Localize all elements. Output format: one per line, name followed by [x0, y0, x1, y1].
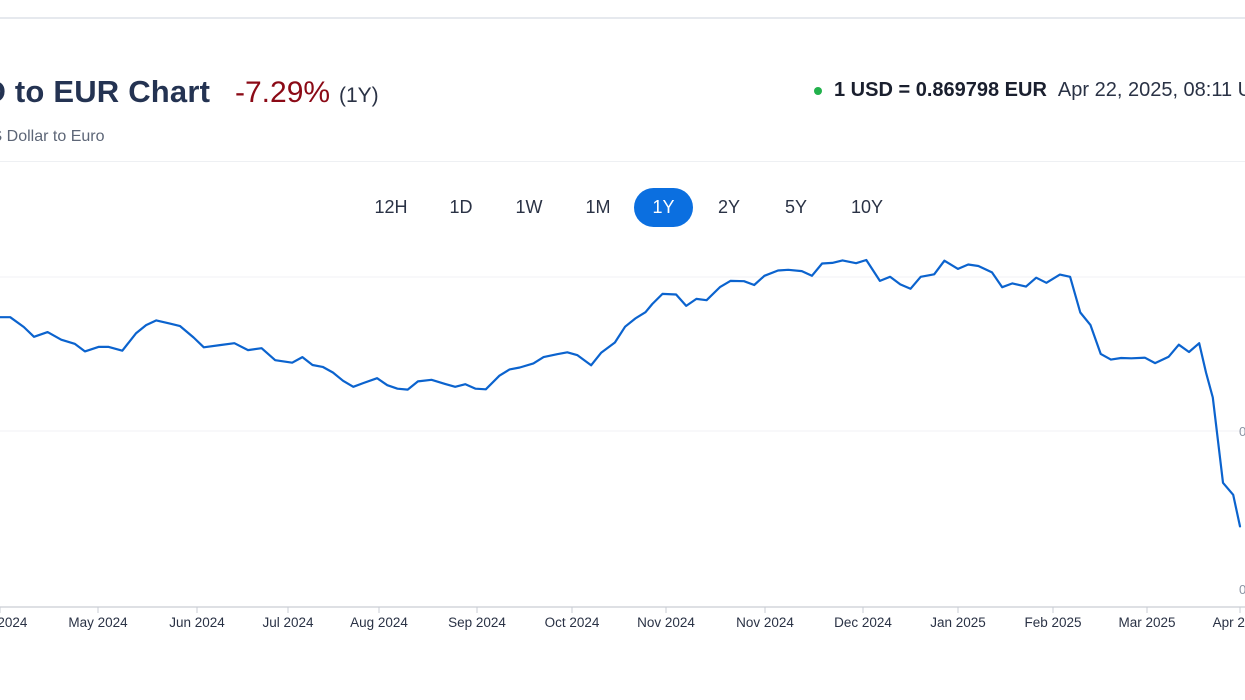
x-tick-label: Dec 2024: [834, 615, 892, 630]
live-status-dot: [814, 86, 822, 95]
rate-series-line: [0, 258, 1242, 528]
range-tab-10y[interactable]: 10Y: [850, 197, 884, 217]
x-tick-label: Mar 2025: [1118, 615, 1175, 630]
page-subtitle: US Dollar to Euro: [0, 128, 105, 145]
range-tab-1d[interactable]: 1D: [449, 197, 473, 217]
range-selector: 12H 1D 1W 1M 1Y 2Y 5Y 10Y: [0, 188, 1245, 228]
top-divider: [0, 17, 1245, 19]
x-axis-labels: Apr 2024 May 2024 Jun 2024 Jul 2024 Aug 2024…: [0, 615, 1245, 630]
header-divider: [0, 161, 1245, 162]
x-tick-label: Apr 2025: [1213, 615, 1245, 630]
x-tick-label: Nov 2024: [637, 615, 695, 630]
y-tick-label: 0.9: [1239, 424, 1245, 439]
range-tab-1w[interactable]: 1W: [515, 197, 543, 217]
x-tick-label: Aug 2024: [350, 615, 408, 630]
x-tick-label: Jun 2024: [169, 615, 225, 630]
x-tick-label: May 2024: [68, 615, 128, 630]
x-tick-label: Jul 2024: [262, 615, 314, 630]
y-tick-label: 0.85: [1239, 582, 1245, 597]
x-tick-label: Sep 2024: [448, 615, 506, 630]
rate-value: 1 USD = 0.869798 EUR: [834, 79, 1047, 101]
range-tab-1y[interactable]: 1Y: [634, 188, 693, 227]
page-title: USD to EUR Chart: [0, 74, 211, 109]
x-tick-label: Oct 2024: [545, 615, 600, 630]
change-period: (1Y): [339, 84, 379, 107]
range-tab-12h[interactable]: 12H: [374, 197, 408, 217]
x-tick-label: Jan 2025: [930, 615, 986, 630]
range-tab-2y[interactable]: 2Y: [717, 197, 741, 217]
range-tab-5y[interactable]: 5Y: [784, 197, 808, 217]
x-axis-ticks: [0, 607, 1241, 613]
y-axis-labels: 0.9 0.85: [1239, 424, 1245, 597]
change-percent: -7.29%: [235, 76, 331, 109]
range-tab-1m[interactable]: 1M: [585, 197, 611, 217]
live-rate: 1 USD = 0.869798 EUR Apr 22, 2025, 08:11…: [814, 79, 1245, 102]
rate-timestamp: Apr 22, 2025, 08:11 UTC: [1057, 79, 1245, 101]
x-tick-label: Feb 2025: [1024, 615, 1081, 630]
x-tick-label: Apr 2024: [0, 615, 28, 630]
x-tick-label: Nov 2024: [736, 615, 794, 630]
